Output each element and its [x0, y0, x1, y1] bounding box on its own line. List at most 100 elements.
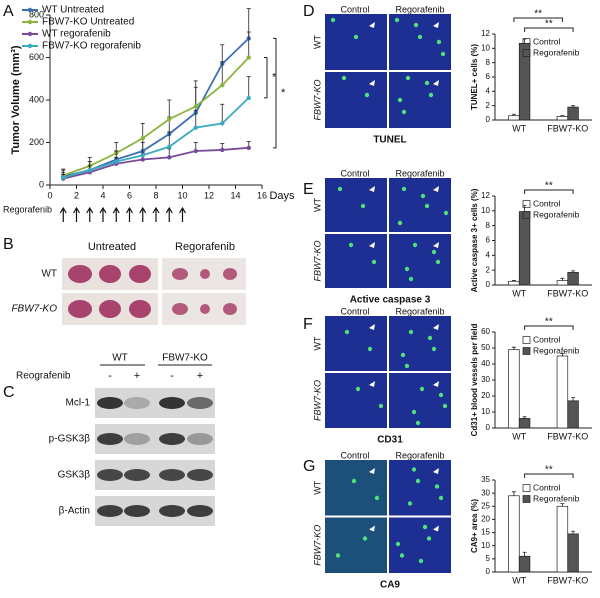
signal	[401, 186, 407, 192]
arrowhead	[433, 80, 439, 86]
signal	[426, 536, 432, 541]
error-bar	[571, 270, 576, 273]
column-label: Control	[340, 450, 369, 460]
signal	[405, 75, 411, 81]
treatment-arrow	[99, 206, 107, 222]
signal	[424, 203, 430, 209]
point	[140, 136, 145, 141]
signal	[394, 17, 400, 23]
legend-marker	[27, 19, 33, 25]
band	[187, 505, 213, 517]
x-tick-label: 6	[127, 190, 132, 200]
row-label: WT	[312, 35, 322, 49]
point	[246, 55, 251, 60]
y-axis-label: Active caspase 3+ cells (%)	[470, 188, 479, 292]
error-bar	[522, 551, 527, 557]
legend-swatch	[522, 200, 531, 208]
stain-label: Active caspase 3	[350, 295, 431, 306]
column-label: Regorafenib	[395, 306, 444, 316]
error-bar	[522, 416, 527, 419]
column-label: Regorafenib	[395, 450, 444, 460]
micrograph	[389, 316, 451, 371]
bar	[518, 418, 531, 429]
column-label: Control	[340, 168, 369, 178]
legend-marker	[27, 31, 33, 37]
bar	[508, 349, 520, 429]
y-tick-label: 800	[29, 9, 44, 19]
tumor	[68, 265, 92, 283]
treatment-arrow	[152, 206, 160, 222]
x-tick-label: WT	[512, 431, 526, 441]
y-tick-label: 6	[486, 72, 491, 81]
tumor	[68, 300, 92, 318]
arrowhead	[433, 22, 439, 28]
x-tick-label: 4	[100, 190, 105, 200]
significance-label: **	[545, 465, 553, 476]
significance-bracket	[513, 17, 563, 22]
series-line	[63, 37, 250, 178]
point	[246, 145, 251, 151]
treatment-sign: +	[134, 370, 140, 382]
signal	[395, 541, 401, 547]
signal	[431, 346, 437, 352]
row-label: GSK3β	[58, 470, 91, 481]
y-axis-label: Cd31+ blood vessels per field	[470, 324, 479, 437]
y-tick-label: 0	[486, 423, 491, 432]
point	[220, 82, 225, 88]
y-axis-label: Tumor Volume (mm³)	[10, 45, 22, 154]
stain-label: CD31	[377, 435, 403, 446]
group-label: FBW7-KO	[162, 353, 208, 364]
signal	[397, 220, 403, 226]
y-tick-label: 25	[481, 501, 490, 510]
band	[124, 505, 150, 517]
signal	[355, 386, 361, 392]
x-tick-label: WT	[512, 575, 526, 585]
point	[167, 155, 172, 160]
band	[97, 469, 123, 481]
arrowhead	[433, 525, 439, 532]
signal	[418, 558, 424, 564]
signal	[427, 335, 433, 341]
significance-bracket	[524, 27, 574, 32]
legend-marker	[27, 43, 33, 49]
band	[97, 397, 123, 409]
point	[220, 121, 225, 126]
row-label: Mcl-1	[66, 398, 91, 409]
tumor	[172, 303, 188, 315]
x-tick-label: FBW7-KO	[547, 288, 588, 298]
error-bar	[511, 113, 516, 116]
significance-bracket	[264, 57, 268, 99]
signal	[412, 242, 418, 248]
panel-label: B	[3, 236, 14, 253]
y-tick-label: 10	[481, 407, 490, 416]
arrowhead	[369, 324, 375, 330]
row-label: p-GSK3β	[49, 434, 91, 445]
legend-label: Control	[533, 198, 561, 208]
bar	[556, 505, 569, 573]
series-line	[63, 146, 249, 180]
point	[87, 167, 92, 173]
panel-label: C	[3, 384, 15, 401]
signal	[348, 242, 354, 248]
signal	[404, 363, 410, 369]
signal	[408, 276, 414, 282]
signal	[419, 386, 425, 392]
micrograph	[325, 72, 387, 128]
signal	[428, 92, 434, 98]
point	[140, 153, 145, 158]
legend-label: FBW7-KO regorafenib	[42, 41, 141, 52]
treatment-sign: -	[108, 370, 112, 382]
error-bar	[511, 491, 516, 496]
signal	[438, 392, 444, 398]
y-tick-label: 8	[486, 58, 491, 67]
signal	[362, 536, 368, 541]
x-tick-label: 16	[257, 190, 267, 200]
point	[193, 125, 198, 130]
bar	[567, 272, 579, 286]
y-tick-label: 0	[486, 280, 491, 289]
tumor	[129, 265, 151, 283]
y-tick-label: 30	[481, 375, 490, 384]
micrograph	[389, 373, 451, 428]
legend-label: WT regorafenib	[42, 29, 111, 40]
